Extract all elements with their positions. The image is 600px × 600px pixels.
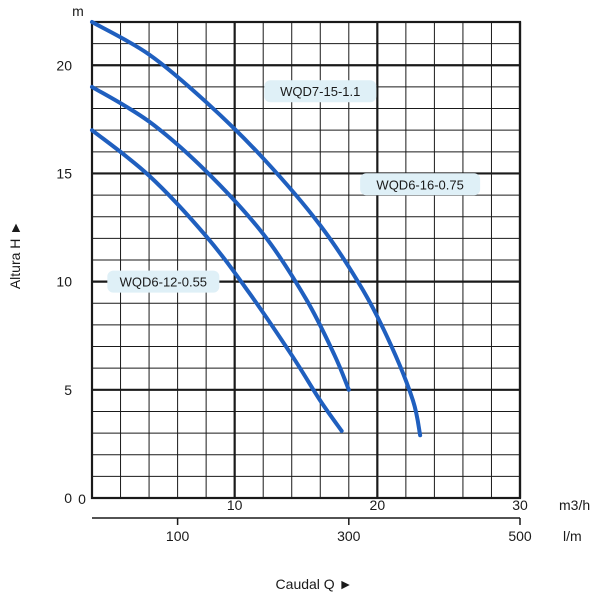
secondary-tick-label: 300 bbox=[337, 528, 361, 544]
curve-label-bg-1 bbox=[360, 173, 481, 196]
x-tick-label: 20 bbox=[370, 497, 386, 513]
x-tick-label: 0 bbox=[78, 491, 86, 507]
plot-frame bbox=[90, 20, 522, 500]
x-tick-label: 30 bbox=[512, 497, 528, 513]
secondary-tick-label: 500 bbox=[508, 528, 532, 544]
curve-label-bg-2 bbox=[107, 270, 220, 293]
y-tick-label: 15 bbox=[56, 165, 72, 181]
x-axis-title: Caudal Q ► bbox=[276, 576, 353, 592]
y-tick-label: 5 bbox=[64, 382, 72, 398]
x-unit-primary-label: m3/h bbox=[559, 497, 590, 513]
y-tick-label: 20 bbox=[56, 57, 72, 73]
x-unit-secondary-label: l/m bbox=[563, 528, 582, 544]
y-axis-title: Altura H ► bbox=[7, 221, 23, 289]
curve-label-1: WQD6-16-0.75 bbox=[376, 177, 463, 192]
y-unit-label: m bbox=[72, 3, 84, 19]
curve-label-2: WQD6-12-0.55 bbox=[120, 275, 207, 290]
series-layer bbox=[90, 20, 423, 438]
y-tick-label: 0 bbox=[64, 490, 72, 506]
secondary-tick-label: 100 bbox=[166, 528, 190, 544]
curve-label-bg-0 bbox=[264, 80, 377, 103]
curve-labels: WQD7-15-1.1 WQD6-16-0.75 WQD6-12-0.55 bbox=[107, 80, 481, 293]
curve-label-0: WQD7-15-1.1 bbox=[280, 84, 360, 99]
series-line-1 bbox=[90, 84, 351, 392]
series-line-2 bbox=[90, 128, 344, 433]
series-line-0 bbox=[90, 20, 423, 438]
y-tick-label: 10 bbox=[56, 274, 72, 290]
axes: 0 5 10 15 20 0 10 20 30 100 300 500 bbox=[56, 57, 531, 544]
x-tick-label: 10 bbox=[227, 497, 243, 513]
